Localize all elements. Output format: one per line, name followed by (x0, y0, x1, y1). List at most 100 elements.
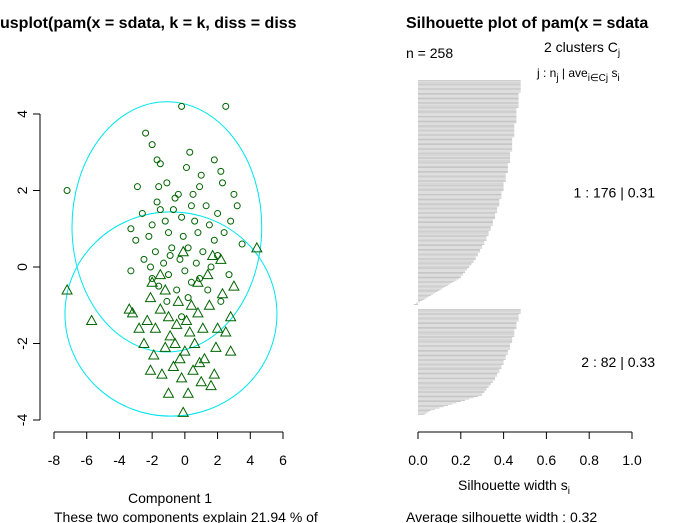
point (173, 286, 181, 294)
point (199, 248, 207, 256)
point (167, 360, 180, 371)
point (165, 229, 172, 237)
point (210, 236, 218, 244)
point (214, 253, 227, 264)
subscript: j (555, 73, 558, 84)
point (195, 375, 208, 387)
point (170, 318, 183, 329)
point (206, 249, 219, 261)
x-tick-label: 0.2 (451, 452, 471, 468)
point (198, 352, 211, 364)
point (202, 202, 210, 210)
x-tick-label: 0.8 (579, 452, 599, 468)
point (219, 325, 232, 337)
point (179, 345, 191, 356)
point (156, 206, 164, 214)
y-tick-label: 4 (14, 110, 30, 118)
point (217, 297, 225, 305)
point (196, 183, 204, 191)
label: 2 clusters Cj (544, 39, 620, 59)
point (182, 387, 194, 398)
point (85, 314, 98, 326)
point (228, 280, 240, 291)
point (187, 364, 199, 375)
point (144, 364, 157, 375)
point (165, 271, 172, 279)
point (148, 141, 156, 149)
chart-title: Silhouette plot of pam(x = sdata (406, 15, 648, 32)
point (197, 322, 209, 333)
point (178, 213, 186, 221)
point (155, 183, 163, 191)
point (177, 245, 190, 257)
point (149, 322, 162, 333)
point (189, 190, 197, 198)
point (172, 295, 185, 306)
point (233, 202, 241, 210)
point (127, 225, 135, 233)
point (138, 209, 146, 217)
point (132, 236, 140, 244)
point (147, 263, 155, 271)
point (164, 329, 176, 341)
x-tick-label: 0 (181, 452, 189, 468)
chart-title: usplot(pam(x = sdata, k = k, diss = diss (0, 15, 297, 32)
point (154, 303, 167, 314)
subscript: i∈Cj (588, 73, 608, 84)
point (160, 259, 168, 267)
x-tick-label: 0.0 (408, 452, 428, 468)
y-tick-label: 2 (14, 186, 30, 194)
point (203, 299, 216, 310)
point (187, 278, 195, 286)
point (151, 248, 159, 256)
point (141, 314, 154, 326)
point (144, 291, 157, 303)
point (179, 232, 187, 240)
point (156, 160, 164, 168)
point (194, 229, 202, 237)
point (162, 310, 175, 322)
point (61, 283, 73, 295)
cluster-label: 2 : 82 | 0.33 (581, 354, 655, 370)
point (197, 171, 205, 179)
point (204, 286, 212, 294)
point (187, 202, 195, 210)
point (177, 406, 190, 417)
annotation: n = 258 (406, 45, 453, 61)
point (192, 276, 204, 287)
point (238, 240, 246, 248)
x-tick-label: 4 (246, 452, 254, 468)
subscript: i (568, 486, 570, 497)
point (153, 156, 161, 164)
point (126, 306, 139, 318)
point (186, 148, 194, 156)
point (174, 190, 182, 198)
point (211, 322, 224, 333)
point (182, 164, 190, 172)
point (183, 325, 196, 337)
text-piece: Silhouette width s (458, 477, 568, 493)
point (205, 379, 217, 391)
x-tick-label: 2 (214, 452, 222, 468)
point (208, 368, 221, 379)
point (153, 198, 161, 206)
point (192, 259, 200, 267)
text-piece: | ave (559, 66, 588, 80)
point (216, 287, 229, 299)
point (147, 348, 160, 360)
subscript: i (617, 73, 619, 84)
point (185, 299, 198, 310)
point (168, 244, 176, 252)
point (133, 322, 145, 333)
point (201, 268, 214, 280)
point (163, 297, 171, 305)
subtitle: These two components explain 21.94 % of (54, 509, 318, 523)
point (123, 303, 136, 314)
label: Silhouette width si (458, 477, 570, 497)
x-tick-label: -4 (113, 452, 126, 468)
point (169, 337, 181, 348)
x-tick-label: 1.0 (622, 452, 642, 468)
point (224, 310, 237, 322)
point (142, 129, 150, 137)
